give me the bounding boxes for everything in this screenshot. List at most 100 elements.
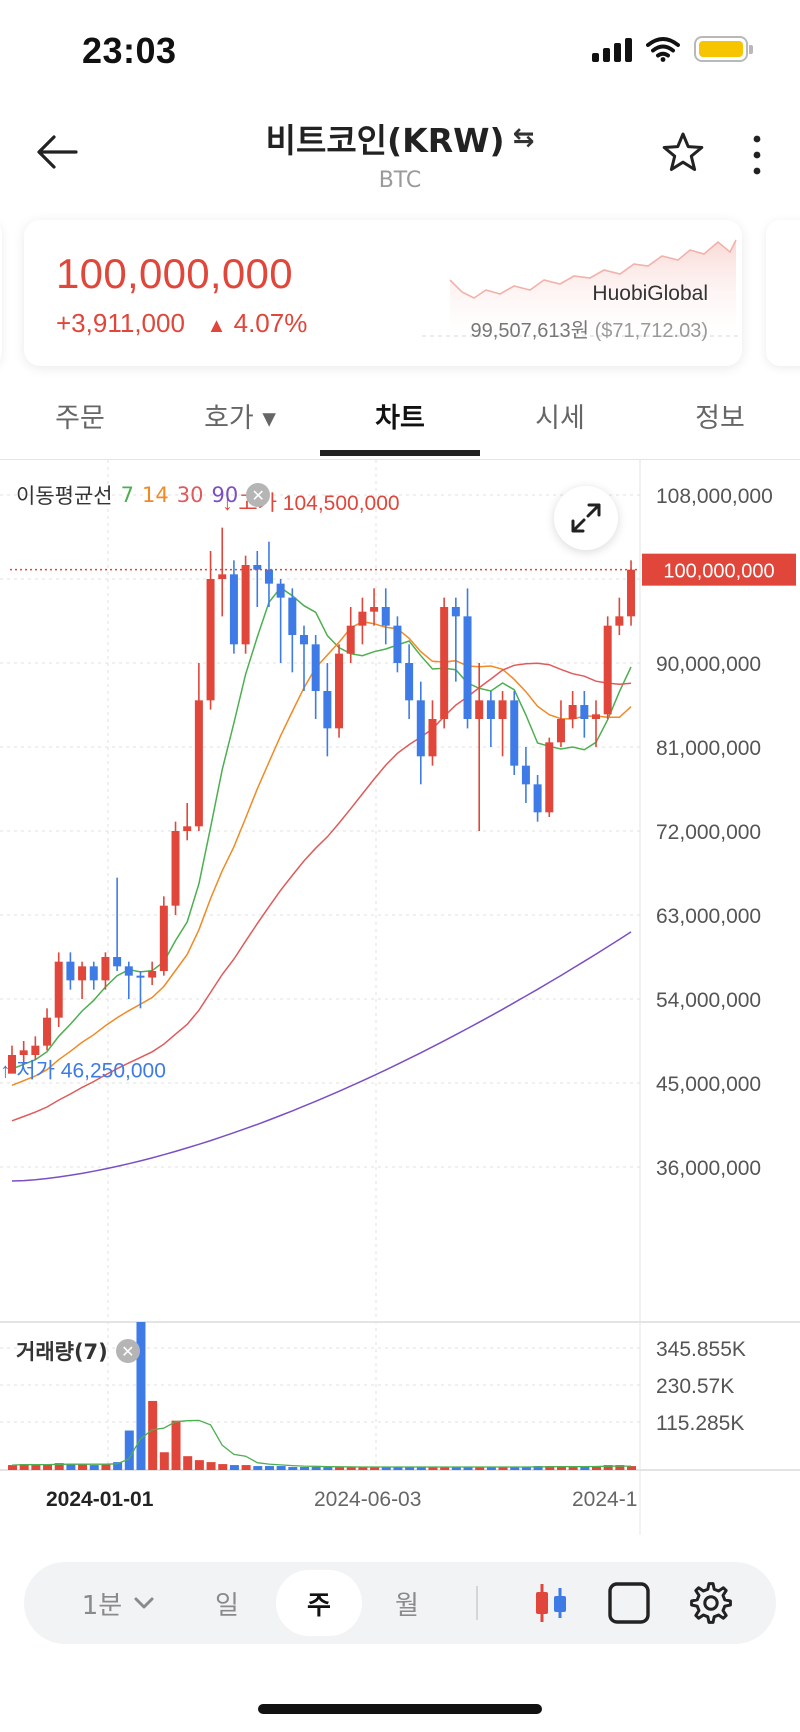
exchange-name: HuobiGlobal: [592, 282, 708, 305]
more-options-icon[interactable]: [742, 130, 772, 180]
swap-icon: ⇆: [512, 123, 535, 153]
ma-period-30: 30: [176, 483, 204, 507]
ma-legend[interactable]: 이동평균선 7 14 30 90 ✕: [16, 480, 271, 510]
volume-bar: [288, 1467, 298, 1470]
candle-body: [8, 1055, 16, 1074]
favorite-star-icon[interactable]: [658, 128, 708, 178]
volume-bar: [486, 1467, 496, 1470]
candle-body: [335, 653, 344, 729]
price-change: +3,911,000 ▲ 4.07%: [56, 308, 307, 339]
volume-bar: [31, 1465, 41, 1470]
chart-toolbar: 1분 일 주 월: [24, 1562, 776, 1644]
candle-body: [19, 1050, 28, 1055]
header: 비트코인(KRW) ⇆ BTC: [0, 104, 800, 214]
candle-body: [218, 574, 227, 579]
ma-close-icon[interactable]: ✕: [246, 483, 271, 507]
volume-bar: [78, 1464, 88, 1470]
candle-body: [148, 971, 157, 978]
current-price-tag-label: 100,000,000: [663, 561, 774, 583]
ma-line-30: [11, 662, 632, 1122]
candle-body: [113, 957, 122, 967]
volume-bar: [475, 1467, 485, 1470]
volume-bar: [300, 1467, 309, 1470]
period-week-button[interactable]: 주: [276, 1570, 362, 1636]
candle-body: [475, 700, 484, 719]
previous-card[interactable]: [0, 220, 2, 366]
tab-order[interactable]: 주문: [55, 403, 105, 434]
next-card[interactable]: [766, 220, 800, 366]
exchange-price: 99,507,613원 ($71,712.03): [471, 314, 708, 343]
drawing-tool-icon[interactable]: [606, 1580, 652, 1626]
candle-body: [545, 742, 554, 813]
candle-type-icon[interactable]: [528, 1580, 574, 1626]
candle-body: [568, 705, 577, 719]
volume-bar: [54, 1463, 64, 1470]
fullscreen-expand-button[interactable]: [554, 486, 618, 550]
candle-body: [323, 691, 332, 729]
candle-body: [592, 714, 600, 719]
candle-body: [580, 705, 589, 719]
back-arrow-icon[interactable]: [32, 126, 84, 178]
volume-bar: [124, 1430, 134, 1470]
volume-bar: [335, 1467, 345, 1470]
price-card[interactable]: 100,000,000 +3,911,000 ▲ 4.07% HuobiGlob…: [24, 220, 742, 366]
price-axis-label: 36,000,000: [656, 1157, 761, 1180]
candle-body: [463, 616, 472, 719]
volume-bar: [206, 1462, 216, 1470]
candle-body: [54, 961, 63, 1018]
candle-body: [43, 1017, 52, 1046]
volume-bar: [43, 1464, 53, 1470]
period-day-button[interactable]: 일: [215, 1590, 239, 1621]
page-title: 비트코인(KRW): [265, 121, 505, 160]
chart-annotations: 100,000,000↓ 고가 104,500,000↑ 저가 46,250,0…: [0, 492, 796, 1082]
volume-bar: [358, 1467, 368, 1470]
tab-orderbook[interactable]: 호가 ▾: [204, 403, 276, 434]
volume-legend[interactable]: 거래량(7) ✕: [16, 1336, 140, 1366]
volume-bar: [533, 1466, 543, 1470]
volume-bar: [101, 1464, 111, 1470]
mini-price-chart: [422, 239, 742, 350]
volume-bar: [229, 1465, 239, 1470]
price-axis-label: 108,000,000: [656, 485, 773, 508]
price-axis-label: 90,000,000: [656, 653, 761, 676]
candle-body: [253, 565, 262, 570]
price-card-carousel[interactable]: 100,000,000 +3,911,000 ▲ 4.07% HuobiGlob…: [0, 218, 800, 368]
coin-selector[interactable]: 비트코인(KRW) ⇆: [266, 114, 535, 162]
ma-legend-label: 이동평균선: [16, 484, 113, 508]
volume-bar: [264, 1466, 274, 1470]
candle-body: [556, 719, 565, 743]
candle-body: [66, 961, 75, 981]
candlestick-chart[interactable]: 108,000,000 90,000,000 81,000,000 72,000,00…: [0, 460, 800, 1535]
volume-bar: [592, 1466, 601, 1470]
volume-close-icon[interactable]: ✕: [115, 1339, 140, 1363]
interval-selector[interactable]: 1분: [68, 1562, 172, 1644]
volume-bar: [580, 1467, 590, 1470]
volume-bar: [159, 1452, 169, 1470]
candle-body: [486, 700, 495, 719]
date-axis-label: 2024-1: [572, 1488, 637, 1511]
date-axis-label: 2024-06-03: [314, 1488, 421, 1511]
settings-gear-icon[interactable]: [688, 1580, 734, 1626]
candle-body: [288, 597, 297, 635]
volume-bar: [171, 1420, 181, 1470]
active-tab-indicator: [320, 450, 480, 456]
moving-average-lines: [11, 586, 632, 1182]
volume-bar: [615, 1465, 625, 1470]
current-price: 100,000,000: [56, 250, 293, 297]
candle-body: [183, 826, 192, 831]
volume-bar: [405, 1467, 415, 1470]
tab-info[interactable]: 정보: [695, 403, 745, 434]
ma-period-14: 14: [141, 483, 169, 507]
candle-body: [101, 957, 110, 981]
candle-body: [533, 784, 542, 813]
period-month-button[interactable]: 월: [395, 1590, 419, 1621]
candle-body: [78, 966, 87, 981]
date-axis-label: 2024-01-01: [46, 1488, 154, 1511]
chart-area[interactable]: 108,000,000 90,000,000 81,000,000 72,000,00…: [0, 460, 800, 1535]
tab-chart[interactable]: 차트: [375, 403, 425, 434]
ma-line-7: [11, 586, 632, 1070]
candle-body: [615, 616, 624, 626]
volume-bar: [451, 1467, 461, 1470]
tab-market-price[interactable]: 시세: [535, 403, 585, 434]
volume-axis-label: 345.855K: [656, 1338, 746, 1361]
